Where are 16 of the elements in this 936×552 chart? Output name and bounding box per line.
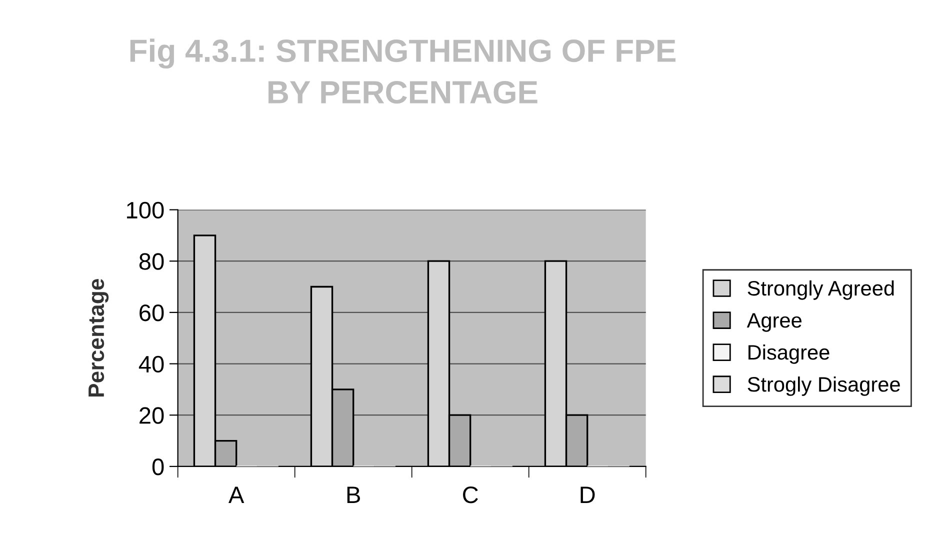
x-tick-label: A bbox=[228, 486, 244, 503]
y-tick-label: 80 bbox=[139, 253, 164, 270]
y-tick-label: 20 bbox=[140, 407, 164, 424]
y-axis-title: Percentage bbox=[88, 278, 109, 397]
x-tick-label: C bbox=[463, 486, 478, 504]
legend-label: Disagree bbox=[748, 344, 830, 364]
y-tick-label: 40 bbox=[138, 356, 164, 373]
chart-title: Fig 4.3.1: STRENGTHENING OF FPE BY PERCENTAGE bbox=[130, 38, 676, 104]
y-tick-label: 0 bbox=[152, 458, 164, 476]
x-tick-label: D bbox=[580, 486, 595, 503]
legend-label: Strogly Disagree bbox=[748, 376, 900, 396]
y-tick-label: 60 bbox=[140, 304, 164, 322]
x-tick-label: B bbox=[347, 486, 360, 503]
y-tick-label: 100 bbox=[127, 202, 164, 219]
legend-label: Strongly Agreed bbox=[748, 280, 894, 300]
legend-label: Agree bbox=[746, 313, 802, 332]
